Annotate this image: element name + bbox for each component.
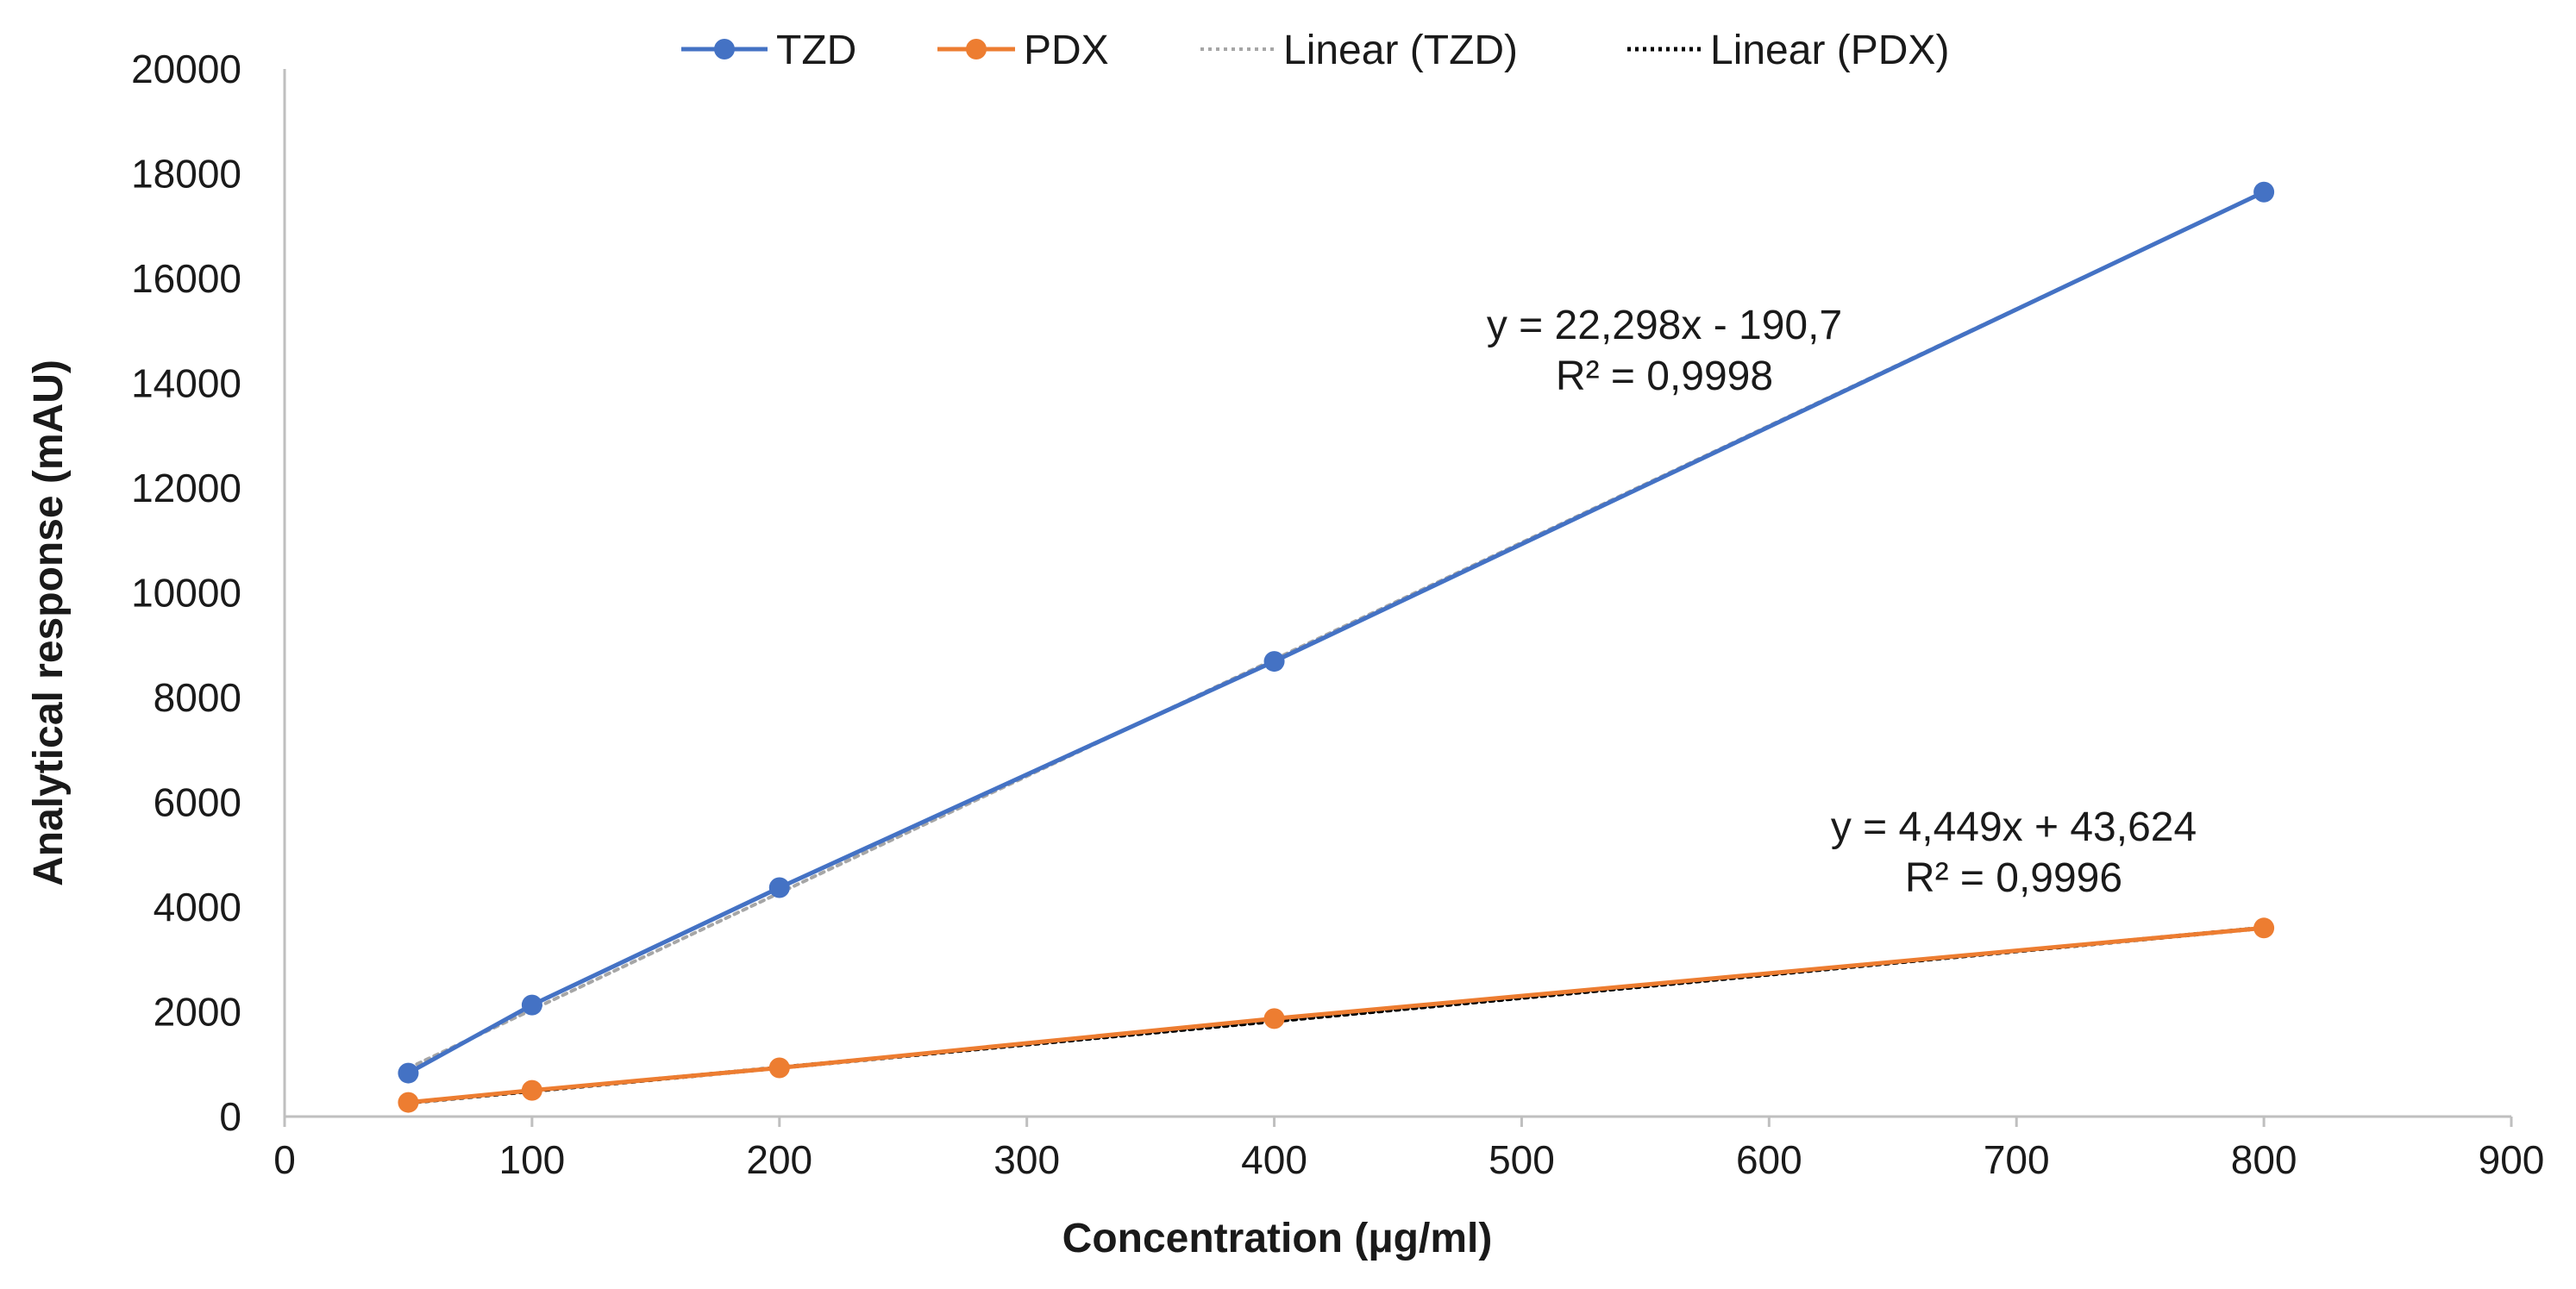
legend-label-pdx: PDX bbox=[1024, 28, 1109, 73]
y-tick-label: 8000 bbox=[154, 675, 241, 720]
x-tick-label: 500 bbox=[1489, 1137, 1555, 1182]
legend: TZD PDX Linear (TZD) Linear (PDX) bbox=[681, 28, 1949, 73]
legend-marker-pdx bbox=[966, 39, 987, 59]
y-tick-label: 16000 bbox=[131, 256, 241, 301]
data-point-pdx bbox=[1263, 1008, 1285, 1029]
legend-label-linear-tzd: Linear (TZD) bbox=[1283, 28, 1518, 73]
data-point-tzd bbox=[521, 994, 542, 1016]
data-point-tzd bbox=[398, 1062, 419, 1084]
data-point-tzd bbox=[768, 877, 790, 898]
data-point-pdx bbox=[2253, 917, 2275, 939]
trendline-equation-tzd: y = 22,298x - 190,7 bbox=[1487, 303, 1842, 348]
y-tick-label: 10000 bbox=[131, 571, 241, 616]
data-point-tzd bbox=[2253, 181, 2275, 203]
data-point-pdx bbox=[398, 1092, 419, 1113]
y-tick-label: 12000 bbox=[131, 466, 241, 510]
x-tick-label: 200 bbox=[746, 1137, 812, 1182]
legend-marker-tzd bbox=[714, 39, 735, 59]
x-tick-label: 300 bbox=[993, 1137, 1060, 1182]
series-layer bbox=[398, 181, 2275, 1113]
annotation-layer: y = 22,298x - 190,7 R² = 0,9998 y = 4,449x… bbox=[1487, 303, 2197, 901]
x-tick-label: 800 bbox=[2231, 1137, 2297, 1182]
trendline-r-squared-pdx: R² = 0,9996 bbox=[1905, 855, 2122, 901]
trendline-r-squared-tzd: R² = 0,9998 bbox=[1556, 354, 1773, 399]
x-tick-label: 400 bbox=[1241, 1137, 1307, 1182]
y-tick-label: 0 bbox=[219, 1094, 241, 1139]
y-axis-title: Analytical response (mAU) bbox=[26, 360, 72, 886]
x-tick-label: 600 bbox=[1736, 1137, 1802, 1182]
x-tick-label: 0 bbox=[273, 1137, 296, 1182]
y-tick-label: 14000 bbox=[131, 361, 241, 406]
x-axis-title: Concentration (μg/ml) bbox=[1062, 1216, 1493, 1261]
legend-label-tzd: TZD bbox=[776, 28, 856, 73]
y-tick-label: 20000 bbox=[131, 47, 241, 91]
y-tick-label: 2000 bbox=[154, 990, 241, 1035]
y-tick-label: 4000 bbox=[154, 885, 241, 929]
legend-label-linear-pdx: Linear (PDX) bbox=[1710, 28, 1949, 73]
data-point-pdx bbox=[521, 1079, 542, 1101]
data-point-pdx bbox=[768, 1057, 790, 1079]
trendline-equation-pdx: y = 4,449x + 43,624 bbox=[1831, 804, 2197, 850]
data-point-tzd bbox=[1263, 651, 1285, 673]
y-tick-label: 18000 bbox=[131, 152, 241, 197]
x-tick-label: 900 bbox=[2479, 1137, 2545, 1182]
x-tick-label: 700 bbox=[1984, 1137, 2050, 1182]
x-tick-label: 100 bbox=[499, 1137, 566, 1182]
y-tick-label: 6000 bbox=[154, 780, 241, 825]
axes-layer: 0 100 200 300 400 500 600 700 800 900 0 2000 4000 600… bbox=[26, 47, 2544, 1261]
